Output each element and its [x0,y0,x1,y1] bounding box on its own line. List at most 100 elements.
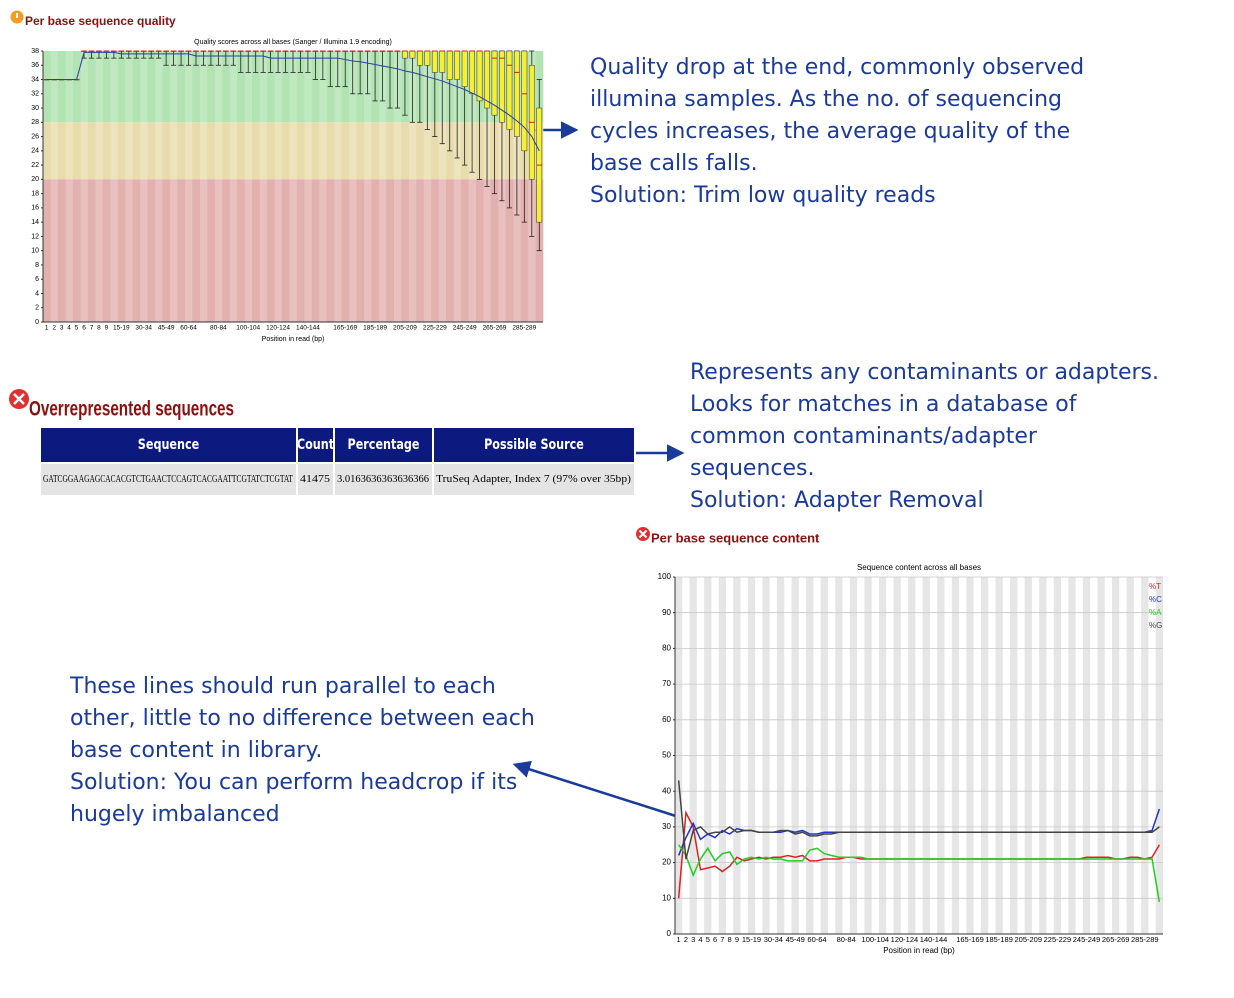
background-band [274,179,283,322]
background-band [169,51,178,123]
background-band [528,179,536,322]
background-band [289,179,298,322]
table-header-cell [298,428,333,462]
y-tick-label: 0 [667,929,672,938]
table-cell-text: TruSeq Adapter, Index 7 (97% over 35bp) [436,474,631,485]
background-band [498,179,506,322]
background-band [80,122,89,180]
background-band [386,122,395,180]
annotation-line: These lines should run parallel to each [69,674,496,699]
annotation-line: Quality drop at the end, commonly observ… [590,55,1084,80]
background-band [393,179,402,322]
background-band [416,122,424,180]
background-band [281,51,290,123]
content: Quality drop at the end, commonly observ… [31,39,1163,955]
background-band [177,51,186,123]
background-band [401,179,409,322]
background-band [72,122,81,180]
background-band [438,179,447,322]
background-band [72,51,81,123]
table-cell-text: GATCGGAAGAGCACACGTCTGAACTCCAGTCACGAATTCG… [43,474,293,485]
fail-icon-mark [13,393,25,405]
y-tick-label: 30 [31,105,39,112]
section-title: Per base sequence quality [25,14,176,28]
box [446,50,453,80]
background-band [244,179,253,322]
background-band [237,122,245,180]
x-tick-label: 9 [105,325,109,332]
background-band [87,122,96,180]
background-band [356,122,365,180]
background-band [468,179,477,322]
background-band [378,122,387,180]
background-band [110,51,118,123]
x-axis-label: Position in read (bp) [883,946,955,955]
background-band [154,122,163,180]
background-band [408,122,417,180]
background-band [43,122,51,180]
box [469,50,475,95]
x-tick-label: 245-249 [453,325,477,332]
background-band [50,122,59,180]
background-band [304,51,312,123]
background-band [184,122,193,180]
background-band [140,122,148,180]
background-band [222,179,230,322]
x-tick-label: 225-229 [423,325,447,332]
y-tick-label: 50 [662,751,671,760]
legend-label: %G [1149,621,1162,630]
box [417,50,423,66]
y-tick-label: 28 [31,119,39,126]
x-tick-label: 5 [75,325,79,332]
background-band [311,122,320,180]
background-band [214,122,223,180]
y-tick-label: 80 [662,644,671,653]
table-header-text: Count [297,436,334,453]
background-band [132,122,141,180]
background-band [319,51,327,123]
background-band [363,179,372,322]
x-tick-label: 140-144 [920,935,948,944]
background-band [162,122,171,180]
background-band [490,179,499,322]
annotation-line: cycles increases, the average quality of… [590,119,1070,144]
background-band [87,179,96,322]
annotation-line: hugely imbalanced [70,802,280,827]
x-tick-label: 285-289 [1131,935,1159,944]
background-band [453,179,462,322]
background-band [259,179,268,322]
background-band [177,179,186,322]
background-band [513,179,521,322]
table-cell [434,464,634,495]
legend-label: %C [1149,595,1162,604]
x-tick-label: 1 [677,935,681,944]
background-band [50,51,59,123]
background-band [311,179,320,322]
y-tick-label: 20 [31,176,39,183]
chart-title: Sequence content across all bases [857,563,981,572]
section-title: Overrepresented sequences [29,398,234,421]
background-band [266,51,275,123]
background-band [348,179,357,322]
x-tick-label: 185-189 [985,935,1013,944]
table-header-text: Possible Source [484,436,584,453]
background-band [222,51,230,123]
table-cell [298,464,333,495]
annotation-line: Looks for matches in a database of [690,392,1078,417]
background-band [80,51,89,123]
background-band [378,179,387,322]
x-tick-label: 265-269 [483,325,507,332]
box [476,50,483,102]
box [461,50,468,87]
background-band [117,51,126,123]
background-band [289,51,298,123]
x-tick-label: 120-124 [891,935,919,944]
background-band [162,179,171,322]
x-tick-label: 100-104 [236,325,260,332]
background-band [140,179,148,322]
x-tick-label: 3 [60,325,64,332]
y-tick-label: 30 [662,822,671,831]
background-band [251,122,260,180]
background-band [65,51,74,123]
background-band [266,122,275,180]
